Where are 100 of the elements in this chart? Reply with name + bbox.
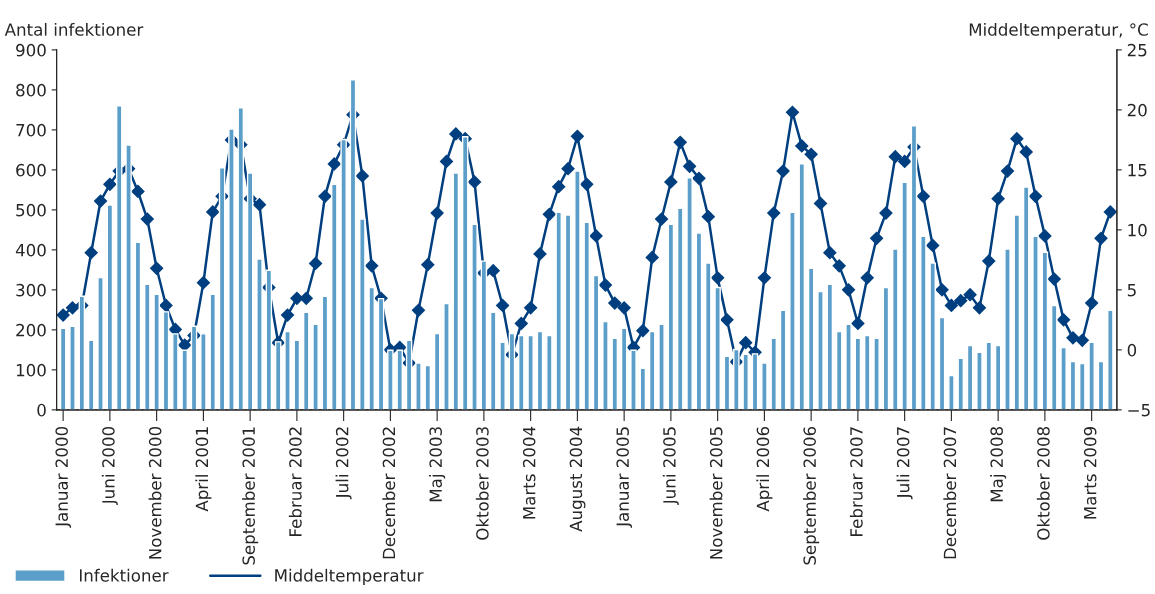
bar — [976, 351, 983, 410]
bar — [658, 323, 665, 410]
x-tick-label: Februar 2002 — [288, 427, 302, 536]
x-tick-label: Juli 2007 — [896, 427, 913, 500]
y2-axis-title: Middeltemperatur, °C — [969, 22, 1148, 40]
bar — [854, 337, 862, 410]
x-tick-label: November 2000 — [148, 426, 162, 559]
bar — [1088, 341, 1095, 410]
bar — [611, 337, 619, 410]
bar — [779, 309, 787, 410]
bar — [471, 223, 478, 410]
bar — [153, 293, 160, 410]
bar — [957, 357, 965, 410]
bar — [555, 211, 562, 410]
bar — [742, 353, 749, 410]
bar — [798, 163, 806, 410]
bar — [1022, 186, 1030, 410]
bar — [845, 323, 852, 410]
bar — [574, 170, 581, 410]
bar — [686, 177, 693, 410]
bar — [920, 235, 927, 410]
bar — [592, 274, 600, 410]
y-tick-label: 800 — [16, 83, 46, 97]
y2-tick-label: 15 — [1128, 164, 1147, 177]
y-axis-title: Antal infektioner — [4, 22, 144, 36]
x-tick-label: September 2006 — [803, 426, 820, 565]
bar — [761, 362, 768, 410]
bar — [676, 207, 684, 410]
bar — [415, 362, 422, 410]
x-tick-label: Juni 2005 — [662, 427, 679, 506]
bar — [929, 262, 936, 410]
x-tick-label: Maj 2003 — [429, 427, 446, 502]
bar — [489, 311, 497, 410]
bar — [293, 339, 301, 410]
bar — [331, 183, 338, 410]
bar — [518, 334, 525, 410]
bar — [546, 334, 553, 410]
x-tick-label: November 2005 — [709, 427, 723, 559]
bar — [359, 218, 366, 410]
bar — [256, 258, 263, 410]
bar — [302, 311, 310, 410]
y-tick-label: 600 — [16, 163, 46, 177]
bar — [602, 320, 609, 410]
bar — [695, 232, 703, 410]
bar — [499, 341, 506, 410]
bar — [1013, 214, 1021, 410]
bar — [583, 221, 591, 410]
x-tick-label: April 2006 — [756, 426, 773, 512]
y2-tick-label: 10 — [1128, 223, 1147, 237]
bar — [1041, 251, 1049, 410]
y-tick-label: 100 — [16, 363, 46, 377]
legend-label: Middeltemperatur — [275, 568, 424, 585]
bar — [789, 211, 796, 410]
y2-tick-label: 20 — [1127, 103, 1147, 117]
x-tick-label: Marts 2009 — [1083, 427, 1097, 519]
y-tick-label: 900 — [16, 43, 46, 57]
bar — [1069, 360, 1077, 410]
y-tick-label: 200 — [16, 323, 46, 337]
x-tick-label: Juli 2002 — [335, 427, 352, 500]
bar — [59, 327, 67, 410]
bar — [620, 327, 628, 410]
bar — [948, 374, 955, 410]
x-tick-label: December 2007 — [943, 427, 957, 559]
bar — [667, 223, 675, 410]
y2-tick-label: 0 — [1127, 343, 1137, 357]
x-tick-label: Februar 2007 — [849, 427, 863, 536]
bar — [835, 330, 843, 410]
bar — [873, 337, 880, 410]
x-tick-label: Oktober 2008 — [1036, 426, 1050, 540]
x-tick-label: Oktober 2003 — [475, 427, 489, 540]
bar — [106, 204, 114, 410]
bar — [648, 330, 656, 410]
bar — [807, 267, 815, 410]
bar — [312, 323, 319, 410]
bar — [1097, 360, 1105, 410]
y-tick-label: 700 — [16, 123, 46, 137]
y-tick-label: 0 — [37, 403, 46, 417]
bar — [564, 214, 572, 410]
bar — [826, 283, 834, 410]
x-tick-label: Marts 2004 — [522, 426, 536, 519]
bar — [639, 367, 647, 410]
y2-tick-label: 25 — [1127, 43, 1147, 57]
bar — [1050, 304, 1058, 410]
bar — [1004, 248, 1011, 410]
bar — [770, 337, 778, 410]
x-tick-label: Maj 2008 — [990, 426, 1007, 502]
bar — [87, 339, 95, 410]
bar — [443, 302, 450, 410]
x-tick-label: April 2001 — [195, 427, 212, 512]
bar — [368, 286, 375, 410]
bar — [200, 333, 207, 410]
x-tick-label: Januar 2000 — [55, 426, 72, 528]
y2-tick-label: −5 — [1128, 404, 1150, 417]
bar — [433, 332, 441, 410]
y2-tick-label: 5 — [1127, 284, 1136, 297]
bar — [892, 248, 899, 410]
bar — [938, 316, 946, 410]
bar — [882, 286, 890, 410]
bar — [424, 364, 432, 410]
bar — [284, 330, 291, 410]
